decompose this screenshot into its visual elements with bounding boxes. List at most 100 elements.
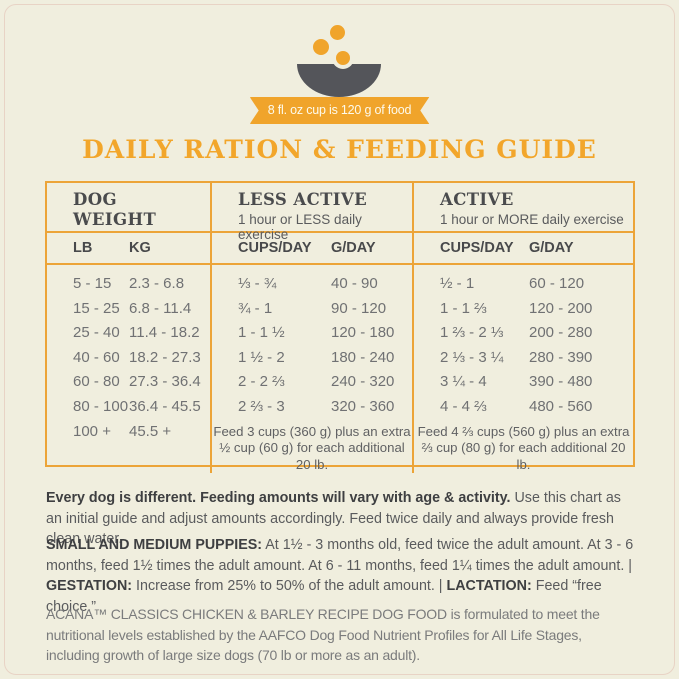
general-feeding-note: Every dog is different. Feeding amounts … [46, 488, 636, 550]
table-cell: 180 - 240 [331, 348, 395, 366]
table-row: ⅓ - ¾ 40 - 90 [212, 272, 412, 297]
col-kg-label: KG [129, 240, 151, 256]
table-row: 40 - 60 18.2 - 27.3 [47, 346, 210, 371]
table-cell: 18.2 - 27.3 [129, 348, 201, 366]
table-cell: ¾ - 1 [238, 299, 273, 317]
less-active-subtitle: 1 hour or LESS daily exercise [238, 212, 362, 242]
table-cell: 40 - 60 [73, 348, 120, 366]
table-row: 1 - 1 ½ 120 - 180 [212, 321, 412, 346]
table-cell: 60 - 80 [73, 373, 120, 391]
table-cell: 120 - 180 [331, 324, 395, 342]
table-cell: 320 - 360 [331, 397, 395, 415]
table-cell: 45.5 + [129, 422, 172, 440]
table-cell: 3 ¼ - 4 [440, 373, 487, 391]
table-cell: 2 - 2 ⅔ [238, 373, 285, 391]
kibble-dot-icon [330, 25, 345, 40]
table-row: 5 - 15 2.3 - 6.8 [47, 272, 210, 297]
note-line: Feed 3 cups (360 g) plus an extra [213, 423, 411, 439]
table-row: 1 - 1 ⅔ 120 - 200 [414, 297, 633, 322]
table-cell: 2 ⅔ - 3 [238, 397, 285, 415]
active-note: Feed 4 ⅔ cups (560 g) plus an extra ⅔ cu… [414, 424, 633, 474]
lactation-text: Feed “free choice.” [46, 578, 602, 615]
brand-name: ACANA™ CLASSICS CHICKEN & BARLEY RECIPE … [46, 606, 447, 622]
table-row: ½ - 1 60 - 120 [414, 272, 633, 297]
table-cell: 2.3 - 6.8 [129, 275, 185, 292]
dog-weight-panel: DOG WEIGHT LB KG 5 - 15 2.3 - 6.8 15 - 25 6… [47, 183, 210, 473]
table-cell: 280 - 390 [529, 348, 593, 366]
note-line: Feed 4 ⅔ cups (560 g) plus an extra [417, 423, 630, 439]
table-cell: 200 - 280 [529, 324, 593, 342]
active-body: ½ - 1 60 - 120 1 - 1 ⅔ 120 - 200 1 ⅔ - 2 ⅓ 20… [414, 265, 633, 473]
col-cups-label: CUPS/DAY [440, 240, 514, 256]
active-header: ACTIVE 1 hour or MORE daily exercise [414, 183, 633, 233]
less-active-panel: LESS ACTIVE 1 hour or LESS daily exercis… [210, 183, 412, 474]
table-row: 1 ⅔ - 2 ⅓ 200 - 280 [414, 321, 633, 346]
table-row: 2 ⅓ - 3 ¼ 280 - 390 [414, 346, 633, 371]
aafco-text: is formulated to meet the nutritional le… [46, 606, 600, 663]
table-row: 1 ½ - 2 180 - 240 [212, 346, 412, 371]
puppies-text: At 1½ - 3 months old, feed twice the adu… [46, 537, 634, 574]
kibble-dot-icon [336, 51, 350, 65]
table-cell: 90 - 120 [331, 299, 387, 317]
weight-body: 5 - 15 2.3 - 6.8 15 - 25 6.8 - 11.4 25 - 40 1… [47, 265, 210, 444]
dog-weight-header: DOG WEIGHT [47, 183, 210, 233]
table-cell: 80 - 100 [73, 397, 129, 415]
table-cell: 4 - 4 ⅔ [440, 397, 487, 415]
feeding-note-rest: Use this chart as an initial guide and a… [46, 490, 621, 547]
aafco-statement: ACANA™ CLASSICS CHICKEN & BARLEY RECIPE … [46, 604, 636, 666]
table-row: 2 ⅔ - 3 320 - 360 [212, 395, 412, 420]
kibble-dot-icon [313, 39, 329, 55]
table-cell: ½ - 1 [440, 275, 475, 292]
less-active-subheader: CUPS/DAY G/DAY [212, 233, 412, 265]
table-cell: 40 - 90 [331, 275, 378, 292]
bowl-icon [297, 64, 381, 97]
table-cell: 1 - 1 ½ [238, 324, 285, 342]
active-panel: ACTIVE 1 hour or MORE daily exercise CUP… [412, 183, 633, 474]
table-cell: 27.3 - 36.4 [129, 373, 201, 391]
weight-subheader: LB KG [47, 233, 210, 265]
table-cell: 25 - 40 [73, 324, 120, 342]
active-subtitle: 1 hour or MORE daily exercise [440, 212, 624, 227]
food-bowl-icon [293, 25, 385, 99]
table-row: 2 - 2 ⅔ 240 - 320 [212, 370, 412, 395]
table-row: 3 ¼ - 4 390 - 480 [414, 370, 633, 395]
less-active-body: ⅓ - ¾ 40 - 90 ¾ - 1 90 - 120 1 - 1 ½ 120 - 18… [212, 265, 412, 473]
table-cell: 100 + [73, 422, 111, 440]
col-g-label: G/DAY [331, 240, 376, 256]
table-row: ¾ - 1 90 - 120 [212, 297, 412, 322]
less-active-header: LESS ACTIVE 1 hour or LESS daily exercis… [212, 183, 412, 242]
table-cell: 11.4 - 18.2 [129, 324, 200, 342]
gestation-label: GESTATION: [46, 578, 133, 594]
table-cell: 120 - 200 [529, 299, 593, 317]
note-line: ½ cup (60 g) for each additional 20 lb. [219, 440, 405, 472]
table-cell: 240 - 320 [331, 373, 395, 391]
table-row: 100 + 45.5 + [47, 420, 210, 445]
note-line: ⅔ cup (80 g) for each additional 20 lb. [421, 440, 626, 472]
table-cell: ⅓ - ¾ [238, 275, 277, 292]
puppies-gestation-lactation-note: SMALL AND MEDIUM PUPPIES: At 1½ - 3 mont… [46, 535, 636, 617]
lactation-label: LACTATION: [446, 578, 532, 594]
table-cell: 6.8 - 11.4 [129, 299, 192, 317]
table-cell: 390 - 480 [529, 373, 593, 391]
active-subheader: CUPS/DAY G/DAY [414, 233, 633, 265]
table-cell: 2 ⅓ - 3 ¼ [440, 348, 504, 366]
table-cell: 15 - 25 [73, 299, 120, 317]
table-row: 25 - 40 11.4 - 18.2 [47, 321, 210, 346]
table-cell: 1 - 1 ⅔ [440, 299, 487, 317]
table-cell: 60 - 120 [529, 275, 585, 292]
table-cell: 1 ½ - 2 [238, 348, 285, 366]
cup-measure-ribbon: 8 fl. oz cup is 120 g of food [250, 97, 430, 124]
table-cell: 5 - 15 [73, 275, 112, 292]
table-row: 80 - 100 36.4 - 45.5 [47, 395, 210, 420]
feeding-note-bold: Every dog is different. Feeding amounts … [46, 490, 511, 506]
col-lb-label: LB [73, 240, 93, 256]
table-row: 60 - 80 27.3 - 36.4 [47, 370, 210, 395]
puppies-label: SMALL AND MEDIUM PUPPIES: [46, 537, 263, 553]
table-cell: 36.4 - 45.5 [129, 397, 201, 415]
gestation-text: Increase from 25% to 50% of the adult am… [132, 578, 447, 594]
dog-weight-title: DOG WEIGHT [73, 190, 157, 229]
feeding-guide-table: DOG WEIGHT LB KG 5 - 15 2.3 - 6.8 15 - 25 6… [45, 181, 635, 474]
table-cell: 480 - 560 [529, 397, 593, 415]
col-g-label: G/DAY [529, 240, 574, 256]
table-row: 4 - 4 ⅔ 480 - 560 [414, 395, 633, 420]
